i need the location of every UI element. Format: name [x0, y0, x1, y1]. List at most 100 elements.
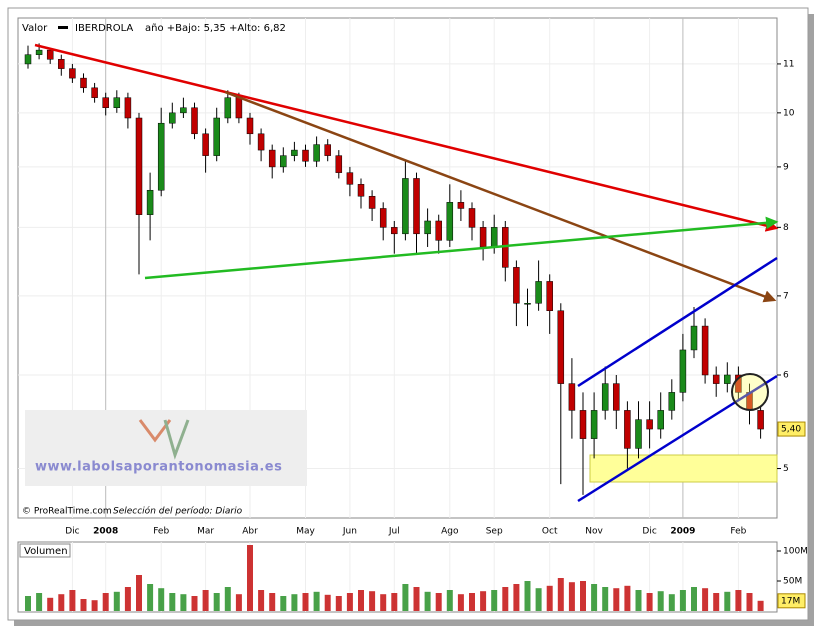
volume-title: Volumen	[24, 546, 68, 557]
volume-bar	[535, 588, 542, 611]
candle-body	[157, 122, 165, 191]
candle-body	[635, 419, 642, 449]
volume-bar	[91, 600, 98, 611]
candle-body	[712, 374, 720, 384]
volume-bar	[691, 587, 697, 611]
series-label: Valor	[22, 23, 48, 34]
volume-bar	[136, 575, 142, 611]
candle-body	[113, 97, 121, 108]
volume-bar	[247, 545, 253, 611]
channel-line	[577, 256, 778, 388]
volume-bar	[124, 587, 131, 611]
candle-body	[24, 54, 32, 65]
candle-body	[724, 374, 731, 384]
volume-bar	[213, 593, 220, 611]
volume-bar	[113, 591, 120, 611]
x-tick-label: Oct	[542, 527, 558, 537]
x-tick-label: 2008	[93, 527, 118, 537]
volume-bar	[624, 585, 631, 611]
candle-body	[646, 419, 653, 430]
volume-title-box	[19, 543, 71, 558]
candle-body	[546, 281, 553, 312]
candle-body	[524, 303, 531, 305]
volume-bar	[679, 590, 686, 611]
last-volume-box	[777, 593, 806, 609]
volume-bar	[457, 594, 464, 611]
y-tick-label: 6	[783, 370, 789, 380]
volume-bar	[702, 588, 709, 611]
candle-body	[679, 349, 687, 393]
volume-bar	[602, 587, 609, 611]
volume-bar	[635, 590, 642, 611]
candle-body	[590, 410, 598, 439]
volume-bar	[324, 594, 331, 611]
volume-bar	[557, 578, 564, 611]
candle-body	[557, 310, 565, 384]
logo	[163, 419, 190, 460]
candle-body	[490, 227, 498, 248]
candle-body	[191, 107, 198, 135]
candle-body	[735, 374, 742, 393]
volume-bar	[69, 590, 76, 611]
volume-tick-label: 50M	[783, 577, 802, 587]
symbol: IBERDROLA	[75, 23, 133, 34]
volume-bar	[657, 591, 664, 611]
volume-bar	[402, 584, 409, 611]
candle-body	[302, 149, 309, 162]
logo	[138, 419, 172, 443]
candle-body	[391, 227, 398, 235]
y-tick-label: 11	[783, 59, 794, 69]
candle-body	[424, 220, 431, 235]
candle-body	[224, 97, 232, 119]
trend-line	[144, 216, 779, 280]
x-tick-label: Jun	[342, 527, 357, 537]
volume-bar	[491, 590, 498, 611]
candle-body	[313, 144, 320, 162]
volume-bar	[568, 582, 575, 611]
candle-body	[202, 133, 209, 156]
volume-bar	[102, 593, 109, 611]
trend-line	[224, 90, 777, 303]
x-tick-label: Jul	[388, 527, 400, 537]
y-tick-label: 9	[783, 162, 789, 172]
candle-body	[58, 59, 65, 69]
legend-swatch	[58, 26, 68, 29]
x-tick-label: Abr	[242, 527, 258, 537]
candle-body	[346, 172, 354, 185]
volume-bar	[180, 594, 187, 611]
x-tick-label: Ago	[441, 527, 459, 537]
candle-body	[291, 149, 298, 156]
candle-body	[468, 208, 476, 228]
candle-body	[135, 117, 143, 215]
candle-body	[513, 267, 520, 304]
candle-body	[268, 149, 276, 168]
volume-bar	[302, 593, 309, 611]
candle-body	[402, 178, 409, 235]
y-tick-label: 8	[783, 223, 789, 233]
volume-bar	[369, 591, 376, 611]
volume-bar	[169, 593, 176, 611]
volume-bar	[713, 593, 720, 611]
highlight-circle	[731, 373, 769, 411]
volume-bar	[158, 588, 165, 611]
x-tick-label: 2009	[670, 527, 695, 537]
candle-body	[413, 178, 420, 235]
volume-bar	[646, 593, 653, 611]
support-zone	[589, 454, 778, 483]
candle-body	[535, 281, 542, 304]
candle-body	[69, 68, 76, 79]
channel-line	[577, 374, 778, 503]
y-tick-label: 7	[783, 291, 789, 301]
candle-body	[246, 117, 254, 135]
volume-bar	[591, 584, 598, 611]
volume-bar	[346, 593, 353, 611]
candle-body	[568, 383, 576, 411]
volume-bar	[435, 593, 442, 611]
period: Selección del período: Diario	[113, 506, 243, 517]
volume-bar	[480, 591, 487, 611]
volume-bar	[25, 596, 31, 611]
y-tick-label: 5	[783, 464, 789, 474]
volume-bar	[502, 587, 509, 611]
